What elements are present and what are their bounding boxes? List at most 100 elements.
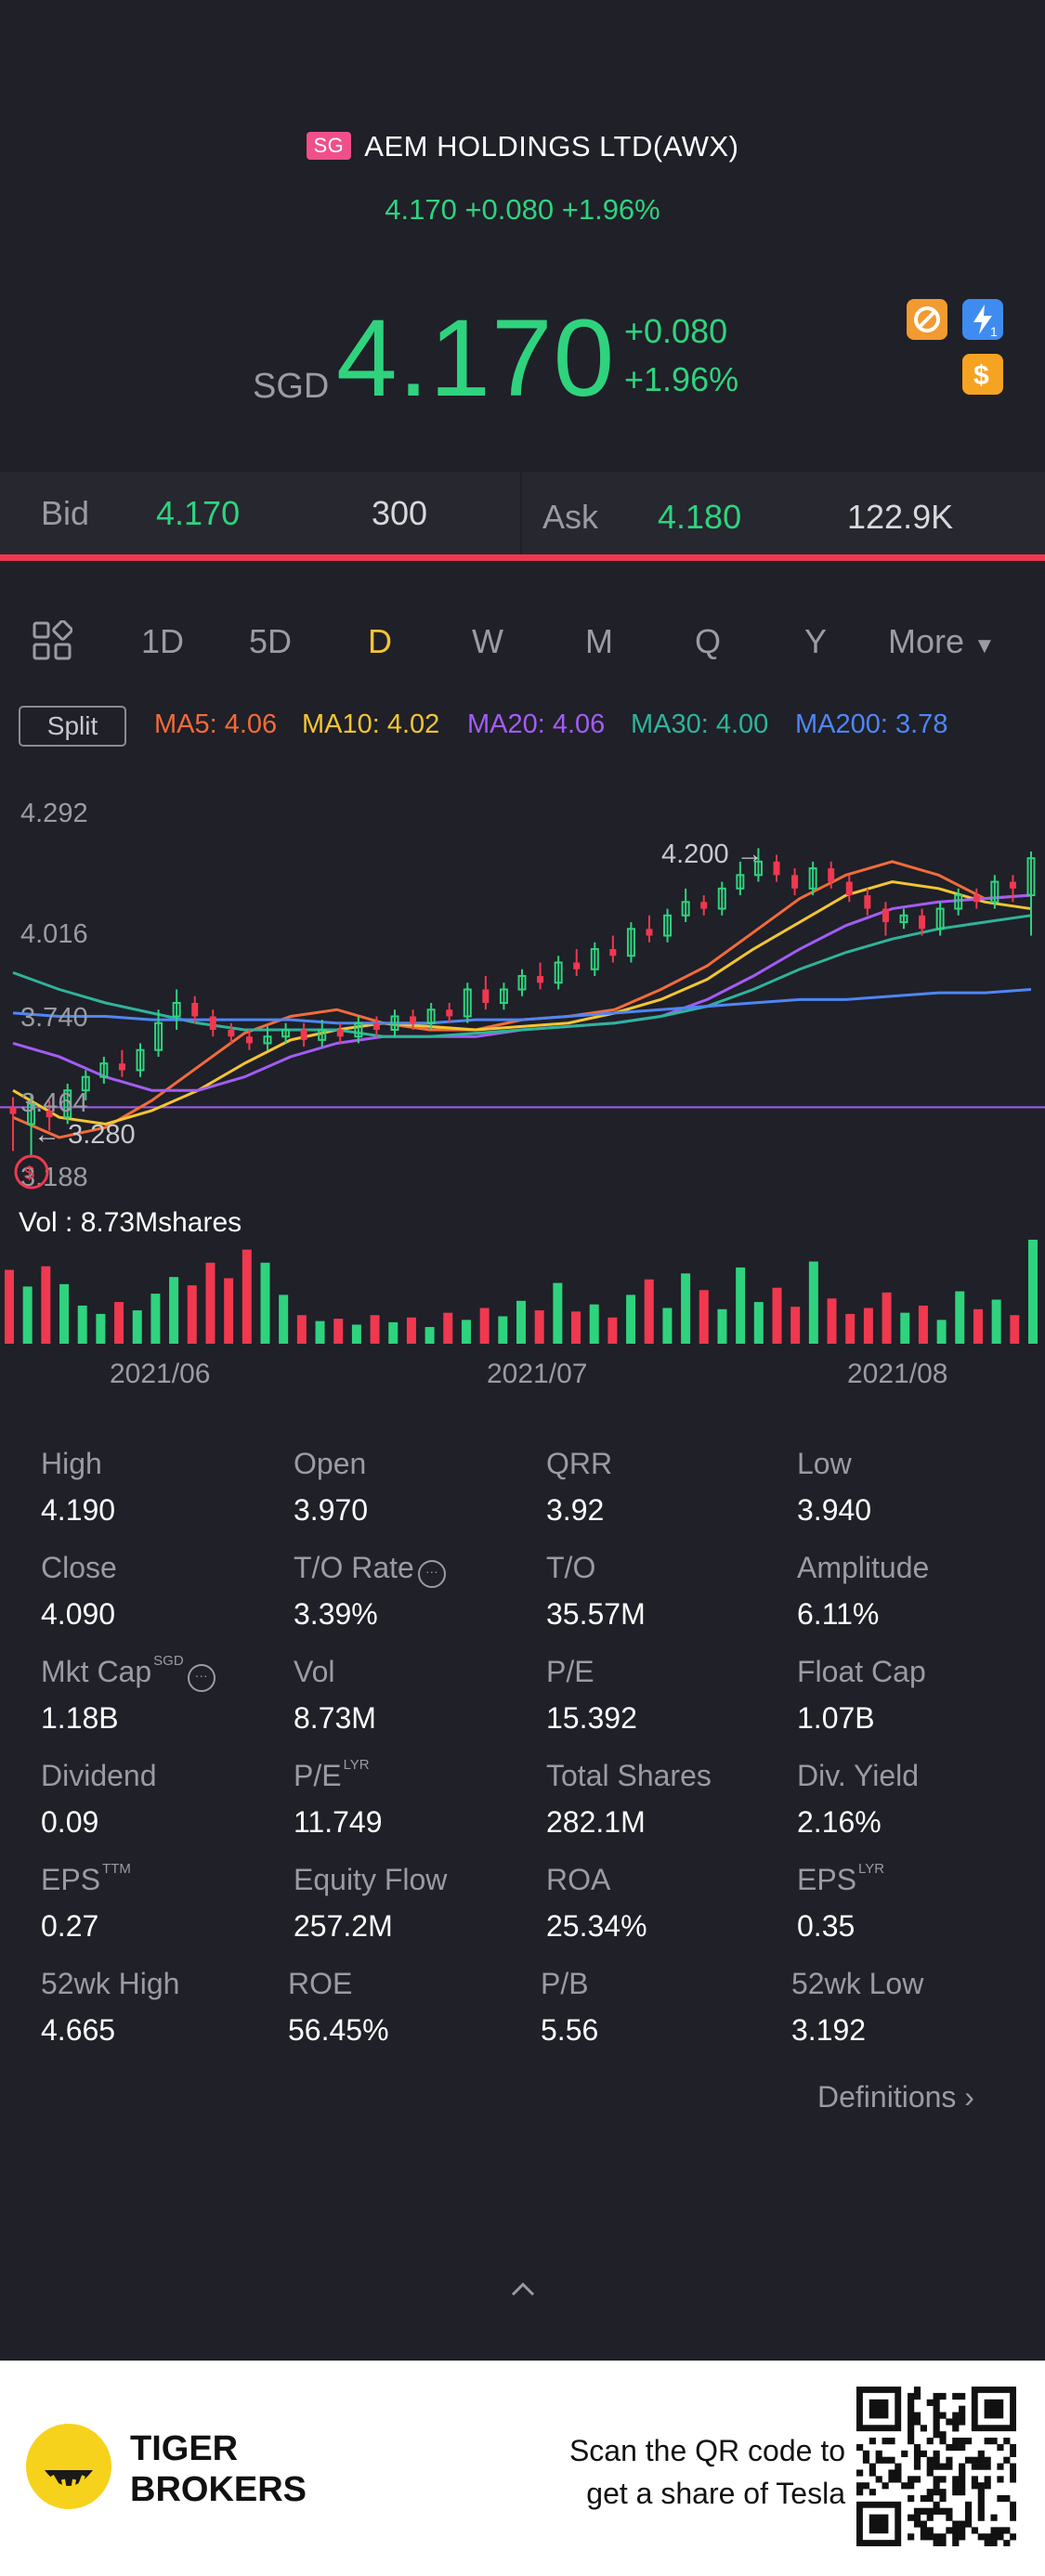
candle — [990, 875, 999, 909]
tab-y[interactable]: Y — [804, 622, 828, 660]
stat-label-text: Amplitude — [797, 1551, 930, 1584]
candle — [590, 942, 599, 977]
candle — [281, 1022, 291, 1044]
candle — [410, 1009, 417, 1030]
chevron-down-icon: ▼ — [973, 633, 996, 658]
tab-5d[interactable]: 5D — [249, 622, 293, 660]
candle — [609, 935, 617, 963]
stock-name: AEM HOLDINGS LTD(AWX) — [364, 130, 739, 163]
volume-bar — [1028, 1240, 1038, 1344]
volume-bar — [955, 1291, 965, 1344]
tab-w[interactable]: W — [472, 622, 503, 660]
volume-bar — [5, 1269, 14, 1344]
period-tabs: 1D 5D D W M Q Y More ▼ — [0, 576, 1045, 706]
stat-label-text: Close — [41, 1551, 117, 1584]
tab-more-label: More — [888, 622, 965, 660]
volume-bar — [315, 1321, 325, 1344]
volume-bar — [790, 1307, 801, 1344]
stat-superscript: SGD — [153, 1653, 184, 1669]
tab-q[interactable]: Q — [695, 622, 722, 660]
candle — [935, 902, 945, 936]
info-icon[interactable]: ··· — [187, 1664, 216, 1692]
bid-ask-bar: Bid 4.170 300 Ask 4.180 122.9K — [0, 472, 1045, 560]
volume-bar — [534, 1310, 544, 1344]
stat-value: 0.35 — [797, 1909, 856, 1943]
candle — [154, 1009, 163, 1057]
stat-superscript: LYR — [343, 1757, 370, 1773]
stat-value: 25.34% — [546, 1909, 647, 1943]
candle — [27, 1093, 36, 1158]
volume-bar — [607, 1317, 618, 1344]
tab-m[interactable]: M — [585, 622, 613, 660]
candle — [390, 1009, 399, 1037]
split-button[interactable]: Split — [19, 706, 126, 747]
bid-label: Bid — [41, 494, 90, 532]
candle — [1026, 851, 1036, 936]
stat-label-text: T/O Rate — [294, 1551, 414, 1584]
flash-icon[interactable]: 1 — [962, 299, 1003, 340]
event-marker-icon[interactable]: $ — [13, 1153, 50, 1195]
volume-bar — [388, 1321, 398, 1344]
ma10-line — [12, 880, 1032, 1125]
candle — [864, 888, 871, 916]
bid-size: 300 — [372, 494, 428, 532]
stat-superscript: LYR — [858, 1861, 885, 1877]
stat-label: Dividend — [41, 1759, 157, 1793]
stat-value: 3.970 — [294, 1493, 369, 1527]
volume-bar — [296, 1315, 307, 1344]
volume-bar — [333, 1319, 344, 1344]
candle — [136, 1043, 145, 1077]
brand-line1: TIGER — [130, 2429, 239, 2468]
ma10-label: MA10: 4.02 — [302, 709, 440, 739]
tab-1d[interactable]: 1D — [141, 622, 185, 660]
candle — [773, 854, 780, 882]
stat-label-text: Vol — [294, 1655, 335, 1688]
stat-label: P/E LYR — [294, 1757, 370, 1793]
stat-label: Equity Flow — [294, 1863, 447, 1897]
stat-label: Low — [797, 1447, 852, 1481]
stat-label-text: Div. Yield — [797, 1759, 920, 1792]
stat-label: T/O Rate ··· — [294, 1551, 446, 1588]
low-annotation-value: 3.280 — [68, 1120, 136, 1150]
dollar-icon[interactable]: $ — [962, 354, 1003, 395]
candle — [228, 1022, 235, 1044]
stat-value: 15.392 — [546, 1701, 637, 1735]
tab-more[interactable]: More ▼ — [888, 622, 996, 661]
stat-label: T/O — [546, 1551, 595, 1585]
candle — [573, 949, 581, 977]
candle — [263, 1026, 272, 1050]
stat-label-text: P/B — [541, 1967, 589, 2000]
grid-icon[interactable] — [32, 619, 73, 666]
candle — [554, 956, 563, 990]
date-label-jun: 2021/06 — [110, 1359, 211, 1389]
ma30-label: MA30: 4.00 — [631, 709, 769, 739]
stat-label-text: 52wk High — [41, 1967, 180, 2000]
candle — [99, 1056, 109, 1084]
volume-bar — [589, 1304, 599, 1344]
definitions-link[interactable]: Definitions › — [817, 2080, 974, 2114]
candle — [736, 861, 745, 896]
stat-value: 257.2M — [294, 1909, 393, 1943]
stat-value: 5.56 — [541, 2013, 599, 2047]
volume-bar — [224, 1278, 234, 1344]
info-icon[interactable]: ··· — [417, 1560, 446, 1588]
candle — [354, 1016, 363, 1044]
candle — [46, 1100, 53, 1131]
svg-text:$: $ — [24, 1164, 34, 1184]
candle — [919, 908, 926, 936]
volume-bar — [845, 1313, 856, 1344]
stat-label-text: 52wk Low — [791, 1967, 924, 2000]
chevron-up-icon[interactable] — [509, 2280, 537, 2303]
candle — [517, 969, 527, 996]
volume-bar — [827, 1298, 837, 1344]
stat-label: High — [41, 1447, 102, 1481]
stat-label: Total Shares — [546, 1759, 712, 1793]
stat-superscript: TTM — [102, 1861, 131, 1877]
tab-d[interactable]: D — [368, 622, 392, 660]
price-chart[interactable] — [0, 789, 1045, 1384]
bid-price: 4.170 — [156, 494, 241, 532]
volume-chart[interactable] — [0, 1240, 1045, 1347]
price-change-pct: +1.96% — [624, 360, 739, 398]
options-icon[interactable] — [907, 299, 947, 340]
low-annotation: ← 3.280 — [33, 1120, 136, 1150]
